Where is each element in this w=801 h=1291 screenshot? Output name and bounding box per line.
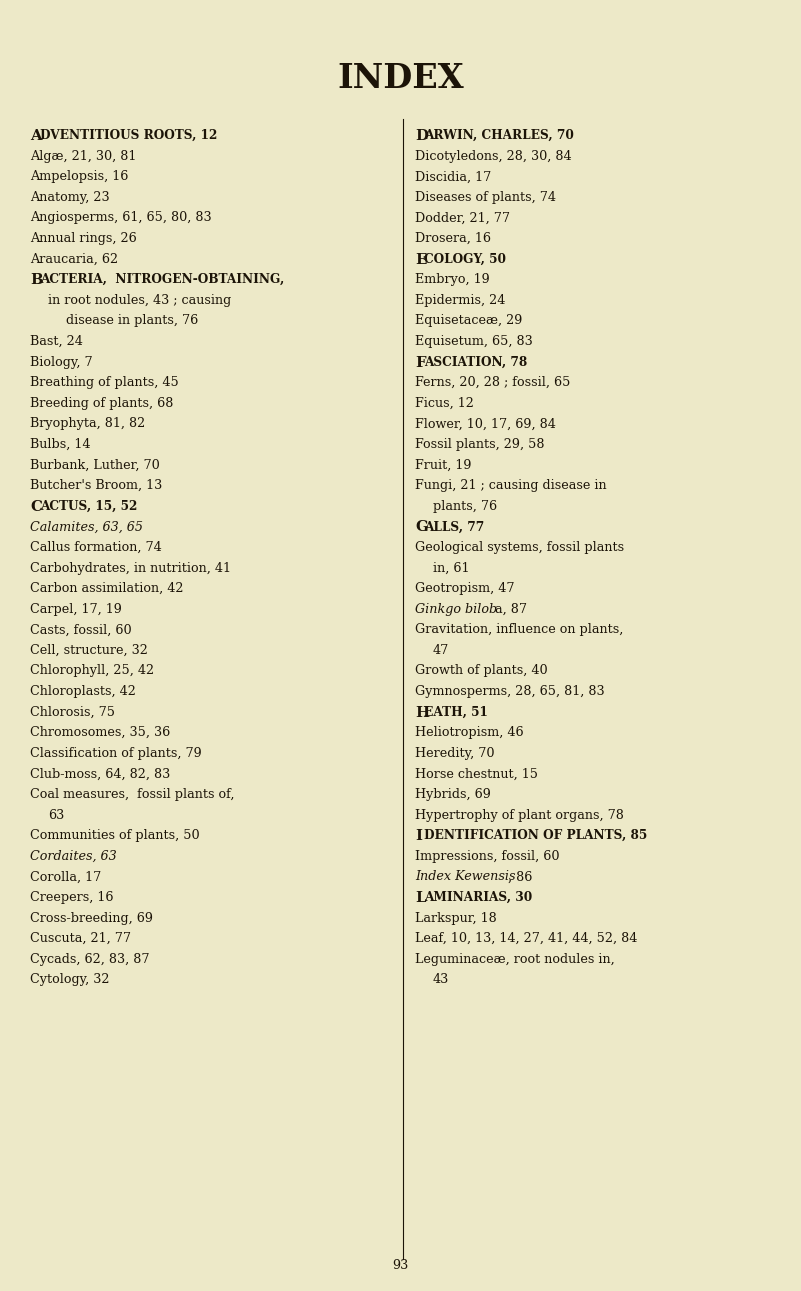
Text: Ferns, 20, 28 ; fossil, 65: Ferns, 20, 28 ; fossil, 65 xyxy=(415,376,570,389)
Text: Diseases of plants, 74: Diseases of plants, 74 xyxy=(415,191,556,204)
Text: Club-moss, 64, 82, 83: Club-moss, 64, 82, 83 xyxy=(30,767,171,781)
Text: C: C xyxy=(30,500,42,514)
Text: Cell, structure, 32: Cell, structure, 32 xyxy=(30,644,148,657)
Text: Index Kewensis: Index Kewensis xyxy=(415,870,515,883)
Text: Angiosperms, 61, 65, 80, 83: Angiosperms, 61, 65, 80, 83 xyxy=(30,212,212,225)
Text: ACTUS, 15, 52: ACTUS, 15, 52 xyxy=(40,500,137,513)
Text: disease in plants, 76: disease in plants, 76 xyxy=(66,315,198,328)
Text: Corolla, 17: Corolla, 17 xyxy=(30,870,102,883)
Text: Equisetum, 65, 83: Equisetum, 65, 83 xyxy=(415,336,533,349)
Text: Growth of plants, 40: Growth of plants, 40 xyxy=(415,665,548,678)
Text: Carpel, 17, 19: Carpel, 17, 19 xyxy=(30,603,123,616)
Text: Heliotropism, 46: Heliotropism, 46 xyxy=(415,727,524,740)
Text: 63: 63 xyxy=(48,808,64,821)
Text: Heredity, 70: Heredity, 70 xyxy=(415,747,494,760)
Text: Ampelopsis, 16: Ampelopsis, 16 xyxy=(30,170,129,183)
Text: Chlorosis, 75: Chlorosis, 75 xyxy=(30,706,115,719)
Text: Geotropism, 47: Geotropism, 47 xyxy=(415,582,514,595)
Text: Breathing of plants, 45: Breathing of plants, 45 xyxy=(30,376,179,389)
Text: Bryophyta, 81, 82: Bryophyta, 81, 82 xyxy=(30,417,146,430)
Text: Ginkgo bilob: Ginkgo bilob xyxy=(415,603,497,616)
Text: in, 61: in, 61 xyxy=(433,562,469,574)
Text: Epidermis, 24: Epidermis, 24 xyxy=(415,294,505,307)
Text: ACTERIA,  NITROGEN-OBTAINING,: ACTERIA, NITROGEN-OBTAINING, xyxy=(40,274,284,287)
Text: H: H xyxy=(415,706,429,719)
Text: B: B xyxy=(30,274,43,287)
Text: INDEX: INDEX xyxy=(337,62,464,96)
Text: ASCIATION, 78: ASCIATION, 78 xyxy=(425,355,527,369)
Text: Fossil plants, 29, 58: Fossil plants, 29, 58 xyxy=(415,438,545,451)
Text: Callus formation, 74: Callus formation, 74 xyxy=(30,541,162,554)
Text: Araucaria, 62: Araucaria, 62 xyxy=(30,253,119,266)
Text: Horse chestnut, 15: Horse chestnut, 15 xyxy=(415,767,538,781)
Text: ARWIN, CHARLES, 70: ARWIN, CHARLES, 70 xyxy=(425,129,574,142)
Text: Dodder, 21, 77: Dodder, 21, 77 xyxy=(415,212,510,225)
Text: DVENTITIOUS ROOTS, 12: DVENTITIOUS ROOTS, 12 xyxy=(40,129,217,142)
Text: Calamites, 63, 65: Calamites, 63, 65 xyxy=(30,520,143,533)
Text: Bulbs, 14: Bulbs, 14 xyxy=(30,438,91,451)
Text: Biology, 7: Biology, 7 xyxy=(30,355,93,369)
Text: Cross-breeding, 69: Cross-breeding, 69 xyxy=(30,911,154,924)
Text: 43: 43 xyxy=(433,973,449,986)
Text: G: G xyxy=(415,520,428,534)
Text: Casts, fossil, 60: Casts, fossil, 60 xyxy=(30,624,132,636)
Text: Bast, 24: Bast, 24 xyxy=(30,336,83,349)
Text: Drosera, 16: Drosera, 16 xyxy=(415,232,491,245)
Text: Leguminaceæ, root nodules in,: Leguminaceæ, root nodules in, xyxy=(415,953,614,966)
Text: Cuscuta, 21, 77: Cuscuta, 21, 77 xyxy=(30,932,131,945)
Text: Larkspur, 18: Larkspur, 18 xyxy=(415,911,497,924)
Text: Anatomy, 23: Anatomy, 23 xyxy=(30,191,110,204)
Text: Hybrids, 69: Hybrids, 69 xyxy=(415,788,491,800)
Text: Communities of plants, 50: Communities of plants, 50 xyxy=(30,829,200,842)
Text: L: L xyxy=(415,891,425,905)
Text: ALLS, 77: ALLS, 77 xyxy=(425,520,485,533)
Text: Cordaites, 63: Cordaites, 63 xyxy=(30,849,117,862)
Text: Chlorophyll, 25, 42: Chlorophyll, 25, 42 xyxy=(30,665,155,678)
Text: , 86: , 86 xyxy=(508,870,533,883)
Text: I: I xyxy=(415,829,422,843)
Text: DENTIFICATION OF PLANTS, 85: DENTIFICATION OF PLANTS, 85 xyxy=(425,829,647,842)
Text: plants, 76: plants, 76 xyxy=(433,500,497,513)
Text: AMINARIAS, 30: AMINARIAS, 30 xyxy=(425,891,533,904)
Text: Dicotyledons, 28, 30, 84: Dicotyledons, 28, 30, 84 xyxy=(415,150,572,163)
Text: in root nodules, 43 ; causing: in root nodules, 43 ; causing xyxy=(48,294,231,307)
Text: Equisetaceæ, 29: Equisetaceæ, 29 xyxy=(415,315,522,328)
Text: Classification of plants, 79: Classification of plants, 79 xyxy=(30,747,202,760)
Text: Cytology, 32: Cytology, 32 xyxy=(30,973,110,986)
Text: Fruit, 19: Fruit, 19 xyxy=(415,458,472,471)
Text: Impressions, fossil, 60: Impressions, fossil, 60 xyxy=(415,849,559,862)
Text: Algæ, 21, 30, 81: Algæ, 21, 30, 81 xyxy=(30,150,137,163)
Text: Leaf, 10, 13, 14, 27, 41, 44, 52, 84: Leaf, 10, 13, 14, 27, 41, 44, 52, 84 xyxy=(415,932,638,945)
Text: Hypertrophy of plant organs, 78: Hypertrophy of plant organs, 78 xyxy=(415,808,624,821)
Text: Embryo, 19: Embryo, 19 xyxy=(415,274,489,287)
Text: 47: 47 xyxy=(433,644,449,657)
Text: Gravitation, influence on plants,: Gravitation, influence on plants, xyxy=(415,624,623,636)
Text: Carbohydrates, in nutrition, 41: Carbohydrates, in nutrition, 41 xyxy=(30,562,231,574)
Text: A: A xyxy=(30,129,42,143)
Text: Fungi, 21 ; causing disease in: Fungi, 21 ; causing disease in xyxy=(415,479,606,492)
Text: Carbon assimilation, 42: Carbon assimilation, 42 xyxy=(30,582,184,595)
Text: Breeding of plants, 68: Breeding of plants, 68 xyxy=(30,396,174,409)
Text: F: F xyxy=(415,355,425,369)
Text: Coal measures,  fossil plants of,: Coal measures, fossil plants of, xyxy=(30,788,235,800)
Text: Geological systems, fossil plants: Geological systems, fossil plants xyxy=(415,541,624,554)
Text: Discidia, 17: Discidia, 17 xyxy=(415,170,491,183)
Text: EATH, 51: EATH, 51 xyxy=(425,706,488,719)
Text: Ficus, 12: Ficus, 12 xyxy=(415,396,474,409)
Text: a, 87: a, 87 xyxy=(495,603,526,616)
Text: 93: 93 xyxy=(392,1259,409,1272)
Text: Creepers, 16: Creepers, 16 xyxy=(30,891,114,904)
Text: Flower, 10, 17, 69, 84: Flower, 10, 17, 69, 84 xyxy=(415,417,556,430)
Text: Annual rings, 26: Annual rings, 26 xyxy=(30,232,137,245)
Text: COLOGY, 50: COLOGY, 50 xyxy=(425,253,506,266)
Text: Gymnosperms, 28, 65, 81, 83: Gymnosperms, 28, 65, 81, 83 xyxy=(415,686,605,698)
Text: D: D xyxy=(415,129,428,143)
Text: Butcher's Broom, 13: Butcher's Broom, 13 xyxy=(30,479,163,492)
Text: Chloroplasts, 42: Chloroplasts, 42 xyxy=(30,686,136,698)
Text: E: E xyxy=(415,253,426,267)
Text: Burbank, Luther, 70: Burbank, Luther, 70 xyxy=(30,458,160,471)
Text: Cycads, 62, 83, 87: Cycads, 62, 83, 87 xyxy=(30,953,150,966)
Text: Chromosomes, 35, 36: Chromosomes, 35, 36 xyxy=(30,727,171,740)
